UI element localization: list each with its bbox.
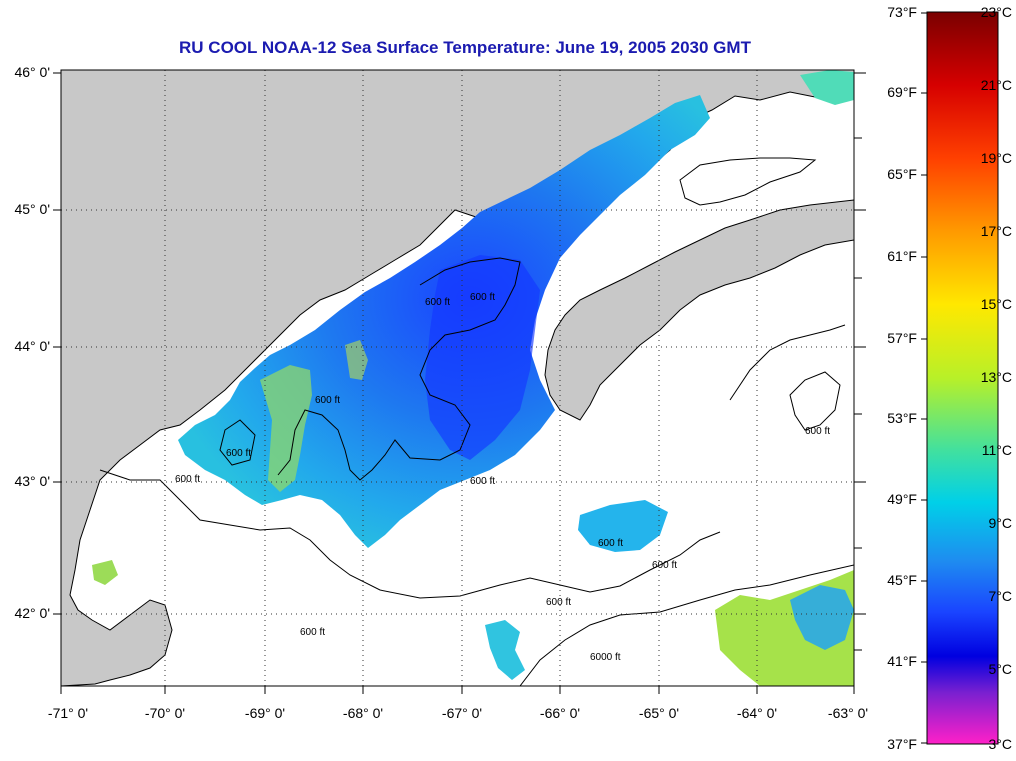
colorbar-f-labels: 73°F 69°F 65°F 61°F 57°F 53°F 49°F 45°F … — [887, 4, 917, 752]
contour-6000ft — [519, 564, 854, 686]
cbar-f-label: 41°F — [887, 653, 917, 669]
cbar-f-label: 53°F — [887, 410, 917, 426]
lon-label: -69° 0' — [245, 705, 285, 721]
sst-warm-band — [260, 365, 312, 492]
cbar-c-label: 21°C — [981, 77, 1012, 93]
contour-label-2: 600 ft — [652, 560, 677, 571]
contour-600ft-loop — [789, 371, 841, 431]
cbar-c-label: 19°C — [981, 150, 1012, 166]
lon-label: -67° 0' — [442, 705, 482, 721]
sst-patch-ne — [800, 70, 854, 105]
contour-600ft-outer — [99, 469, 721, 599]
cbar-f-label: 61°F — [887, 248, 917, 264]
lon-label: -63° 0' — [828, 705, 868, 721]
lat-axis-labels: 46° 0' 45° 0' 44° 0' 43° 0' 42° 0' — [14, 64, 50, 621]
lat-label: 43° 0' — [14, 473, 50, 489]
cbar-c-label: 5°C — [989, 661, 1013, 677]
sst-patch-se-cool — [790, 585, 854, 650]
cbar-c-label: 11°C — [982, 442, 1012, 458]
lat-label: 42° 0' — [14, 605, 50, 621]
lon-label: -71° 0' — [48, 705, 88, 721]
water-minas-basin — [679, 157, 817, 206]
colorbar — [926, 11, 999, 745]
cbar-c-label: 13°C — [981, 369, 1012, 385]
colorbar-c-labels: 23°C 21°C 19°C 17°C 15°C 13°C 11°C 9°C 7… — [981, 4, 1012, 752]
cbar-c-label: 9°C — [989, 515, 1013, 531]
cbar-f-label: 73°F — [887, 4, 917, 20]
lat-label: 45° 0' — [14, 201, 50, 217]
lon-axis-labels: -71° 0' -70° 0' -69° 0' -68° 0' -67° 0' … — [48, 705, 868, 721]
contour-600ft-nw — [219, 419, 256, 466]
lon-label: -64° 0' — [737, 705, 777, 721]
cbar-f-label: 37°F — [887, 736, 917, 752]
contour-600ft-inner — [277, 257, 521, 481]
cbar-f-label: 45°F — [887, 572, 917, 588]
contour-label-10: 600 ft — [425, 297, 450, 308]
contour-label-1: 600 ft — [598, 538, 623, 549]
contour-label-deep: 6000 ft — [590, 652, 621, 663]
sst-patch-georges-1 — [578, 500, 668, 552]
cbar-c-label: 15°C — [981, 296, 1012, 312]
sst-patch-georges-2 — [485, 620, 525, 680]
contour-label-8: 600 ft — [805, 426, 830, 437]
cbar-c-label: 7°C — [989, 588, 1013, 604]
contour-label-5: 600 ft — [315, 395, 340, 406]
lon-label: -68° 0' — [343, 705, 383, 721]
cbar-f-label: 57°F — [887, 330, 917, 346]
sst-warm-patch-2 — [345, 340, 368, 380]
land-nova-scotia — [544, 199, 854, 421]
lat-label: 44° 0' — [14, 338, 50, 354]
contour-label-11: 600 ft — [470, 292, 495, 303]
cbar-c-label: 3°C — [989, 736, 1013, 752]
lon-label: -70° 0' — [145, 705, 185, 721]
depth-contours — [99, 257, 854, 686]
contour-label-3: 600 ft — [546, 597, 571, 608]
cbar-f-label: 49°F — [887, 491, 917, 507]
lat-label: 46° 0' — [14, 64, 50, 80]
lon-label: -65° 0' — [639, 705, 679, 721]
contour-label-6: 600 ft — [226, 448, 251, 459]
plot-frame — [60, 69, 855, 687]
contour-label-7: 600 ft — [175, 474, 200, 485]
cbar-c-label: 17°C — [981, 223, 1012, 239]
chart-title: RU COOL NOAA-12 Sea Surface Temperature:… — [179, 38, 751, 57]
axis-ticks — [53, 72, 866, 694]
contour-label-4: 600 ft — [470, 476, 495, 487]
lon-label: -66° 0' — [540, 705, 580, 721]
contour-label-9: 600 ft — [300, 627, 325, 638]
cbar-f-label: 69°F — [887, 84, 917, 100]
cbar-f-label: 65°F — [887, 166, 917, 182]
sst-patch-cape — [92, 560, 118, 585]
graticule — [61, 70, 854, 686]
cbar-c-label: 23°C — [981, 4, 1012, 20]
sst-cold-core — [425, 255, 540, 460]
colorbar-ticks — [921, 12, 927, 744]
contour-600ft-east — [729, 324, 846, 401]
